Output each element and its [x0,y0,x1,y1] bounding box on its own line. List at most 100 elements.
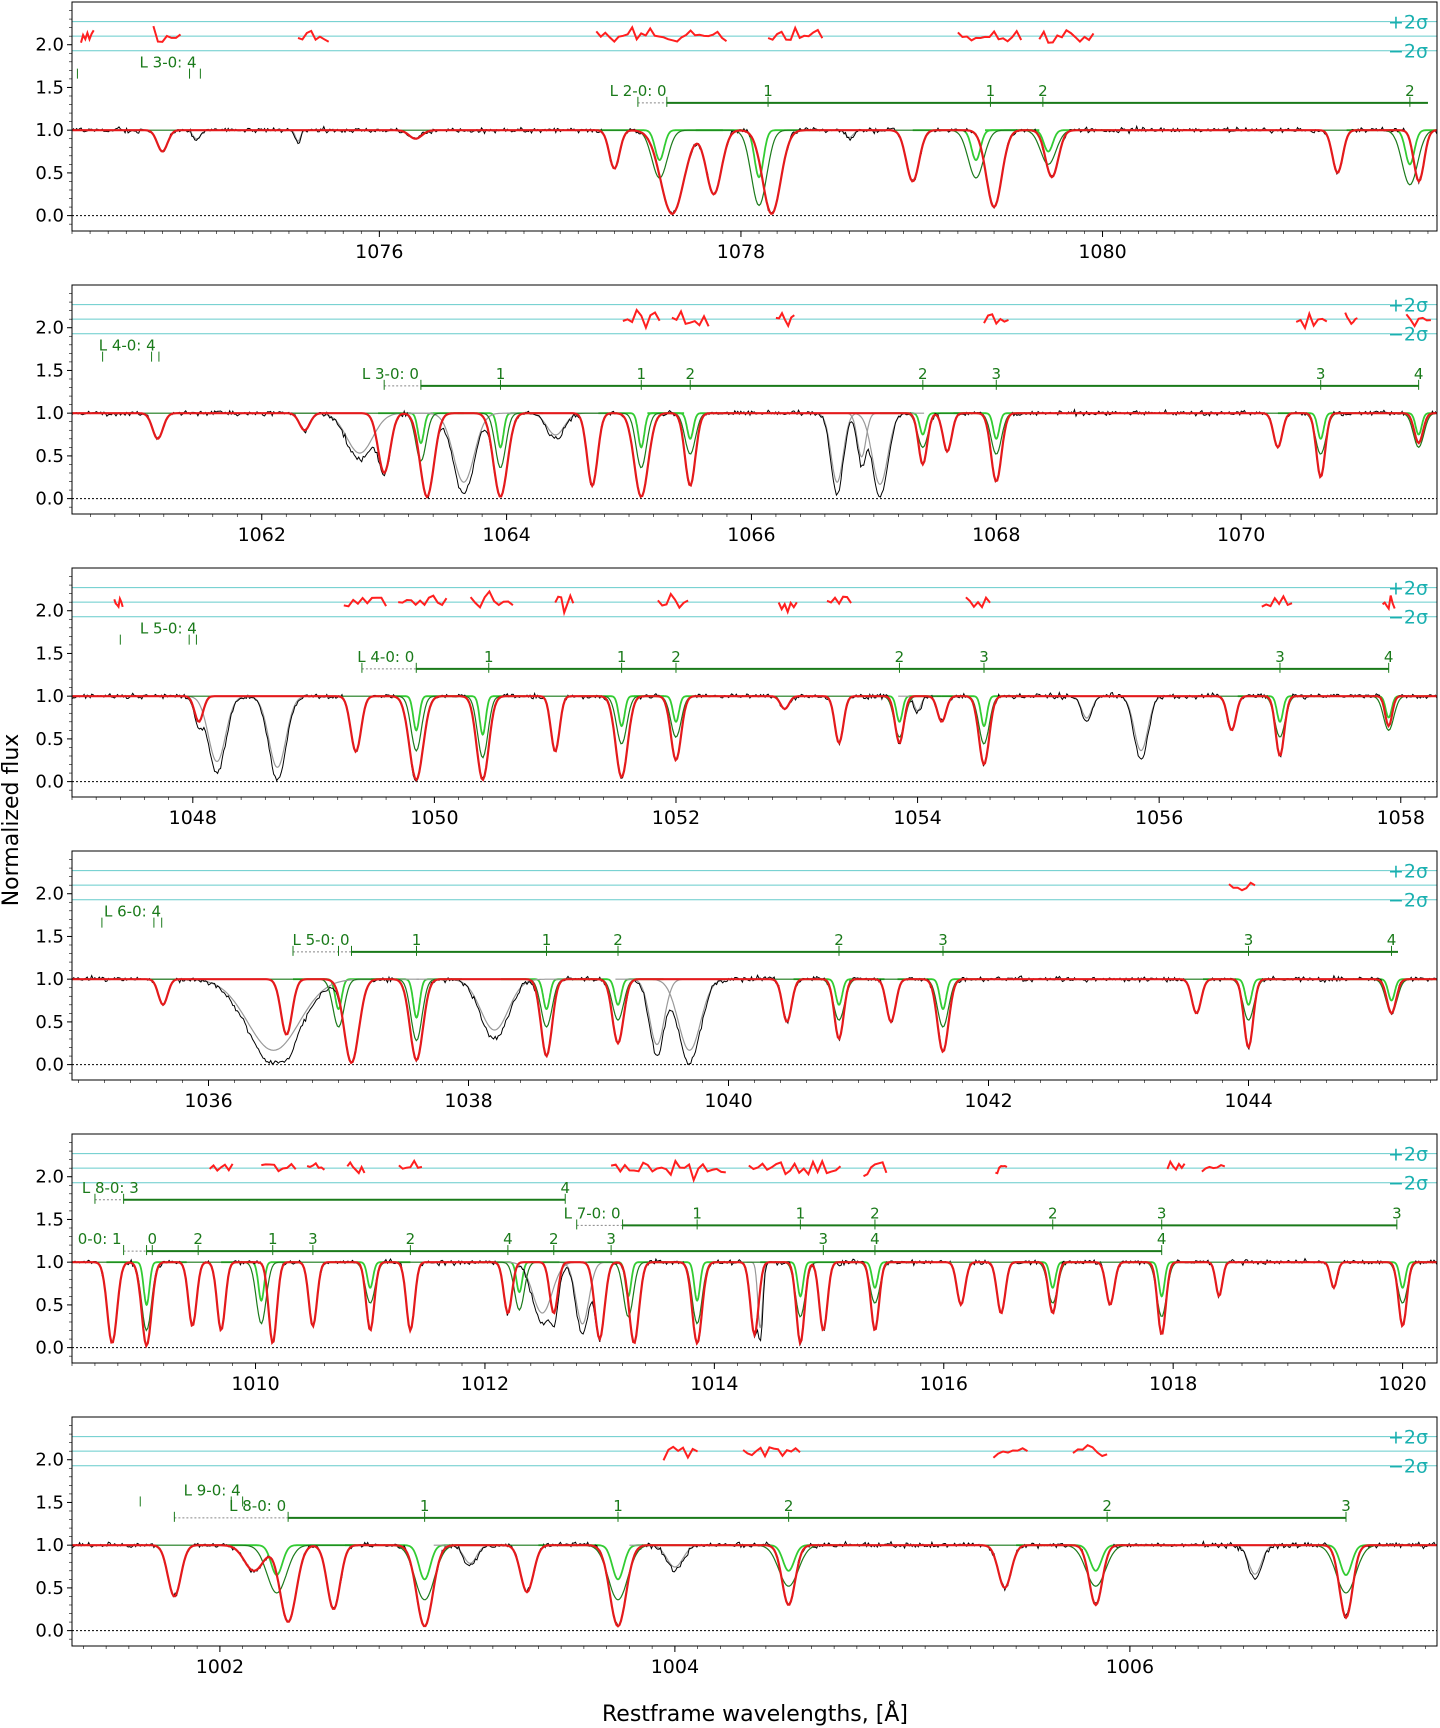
plot-area: L 9-0: 4L 8-0: 0 1 1 2 2 3 [72,1436,1437,1632]
residuals-segment [1201,1163,1226,1173]
x-tick-label: 1006 [1106,1656,1154,1678]
y-tick-label: 1.5 [35,926,64,947]
residuals-segment [775,311,795,329]
label-text: 2 [870,1204,880,1222]
label-text: L 3-0: 0 [362,365,419,383]
x-tick-label: 1014 [690,1373,738,1395]
y-tick-label: 0.0 [35,489,64,510]
residuals-segment [957,29,1023,43]
residuals-segment [767,25,824,41]
residuals-segment [671,308,710,327]
label-text: 1 [617,648,627,666]
label-text: 2 [1102,1497,1112,1515]
y-tick-label: 1.0 [35,1535,64,1556]
y-tick-label: 0.5 [35,1295,64,1316]
residuals-segment [1261,594,1293,608]
label-text: 1 [692,1204,702,1222]
y-tick-label: 1.0 [35,120,64,141]
label-text: 2 [1405,82,1415,100]
line-label: 2 [193,1230,203,1256]
y-tick-label: 1.0 [35,969,64,990]
residuals-segment [983,313,1009,326]
line-label: 3 [979,648,989,673]
residuals-segment [1038,28,1095,44]
label-text: 1 [484,648,494,666]
line-label: 4 [1157,1230,1166,1256]
y-tick-label: 0.5 [35,729,64,750]
label-text: 1 [542,931,552,949]
line-label: 4 [1384,648,1394,673]
label-text: L 8-0: 0 [229,1497,286,1515]
y-tick-label: 1.5 [35,643,64,664]
panel-frame [71,1133,1438,1364]
fit-model [72,129,1437,216]
label-text: 4 [560,1179,570,1197]
residuals-segment [1405,313,1431,328]
label-text: 1 [986,82,996,100]
label-text: 2 [549,1230,559,1248]
y-tick-label: 0.5 [35,1012,64,1033]
line-label: 2 [918,365,928,390]
residuals-segment [398,1158,423,1170]
label-text: 1 [796,1204,806,1222]
label-text: 4 [1384,648,1394,666]
line-label: 2 [834,931,844,956]
label-text: 3 [1392,1204,1402,1222]
y-tick-label: 0.5 [35,1578,64,1599]
residuals-segment [1344,312,1358,326]
line-label: W 0-0: 1 [72,1230,1162,1256]
x-tick-label: 1038 [444,1090,492,1112]
line-label: 1 [496,365,505,390]
y-tick-label: 1.0 [35,1252,64,1273]
x-tick-label: 1044 [1224,1090,1272,1112]
plot-area: L 3-0: 4 L 2-0: 0 1 1 2 2 [72,21,1437,217]
y-tick-label: 1.0 [35,686,64,707]
label-text: 3 [938,931,948,949]
residuals-segment [995,1164,1008,1175]
line-label: 1 [484,648,494,673]
residuals-segment [261,1162,297,1173]
fit-model [72,695,1437,782]
sigma-plus-label: +2σ [1388,578,1428,600]
residuals-segment [1381,595,1396,612]
y-tick-label: 1.5 [35,77,64,98]
residuals-segment [152,25,182,43]
y-tick-label: 2.0 [35,1450,64,1471]
panel-1: L 3-0: 4 L 2-0: 0 1 1 2 2 +2σ −2σ 0.0 0.5 1.0 1.5 2.… [35,1,1438,263]
line-label: 2 [549,1230,559,1256]
label-text: L 4-0: 4 [99,337,156,355]
x-tick-label: 1036 [184,1090,232,1112]
x-tick-label: 1018 [1149,1373,1197,1395]
x-tick-label: 1054 [893,807,941,829]
label-text: 2 [406,1230,416,1248]
line-label: L 2-0: 0 [610,82,1428,107]
line-label: 2 [613,931,623,956]
label-text: L 5-0: 0 [293,931,350,949]
line-label: 1 [763,82,773,107]
x-tick-label: 1040 [704,1090,752,1112]
label-text: L 6-0: 4 [104,903,161,921]
label-text: L 7-0: 0 [564,1204,621,1222]
label-text: L 5-0: 4 [140,620,197,638]
line-label: 3 [992,365,1001,390]
line-label: L 6-0: 4 [101,903,163,928]
label-text: 3 [1316,365,1326,383]
x-tick-label: 1016 [920,1373,968,1395]
label-text: 2 [193,1230,203,1248]
residuals-segment [1295,310,1328,331]
label-text: 3 [1244,931,1254,949]
x-tick-label: 1064 [482,524,530,546]
line-label: 4 [1414,365,1423,390]
label-text: L 2-0: 0 [610,82,667,100]
sigma-plus-label: +2σ [1388,861,1428,883]
line-label: 4 [560,1179,570,1204]
sigma-minus-label: −2σ [1388,324,1428,346]
label-text: L 4-0: 0 [357,648,414,666]
residuals-segment [992,1447,1028,1459]
residuals-segment [863,1161,888,1178]
y-tick-label: 0.0 [35,1055,64,1076]
line-label: L 5-0: 0 [292,931,1398,956]
label-text: 2 [685,365,695,383]
